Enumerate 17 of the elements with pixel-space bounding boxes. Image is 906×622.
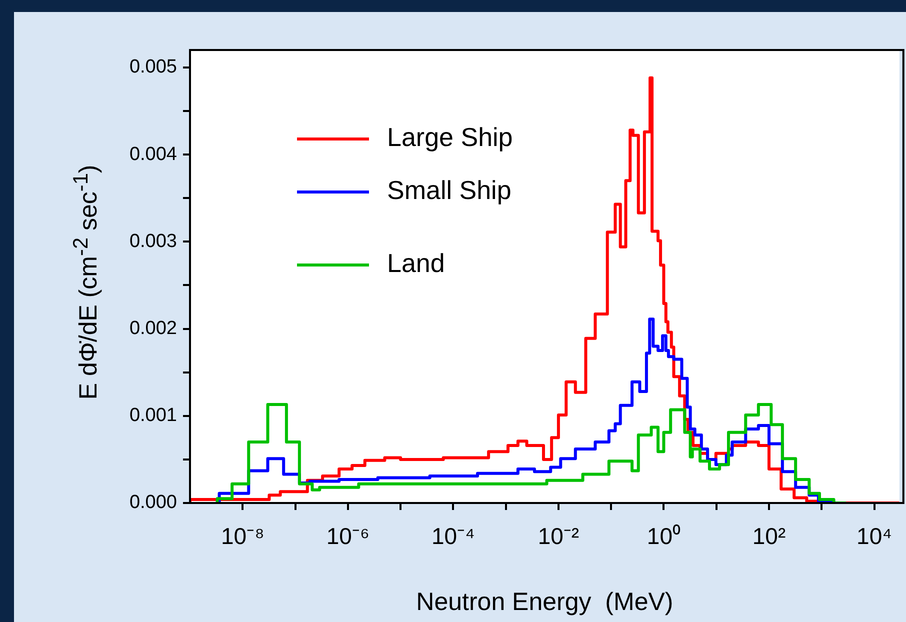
x-tick-label: 10²: [752, 523, 786, 550]
legend-label: Land: [387, 248, 445, 278]
x-axis-title: Neutron Energy (MeV): [416, 588, 674, 616]
x-tick-label: 10⁰: [646, 523, 681, 550]
x-tick-label: 10⁻⁴: [431, 523, 475, 550]
legend-label: Large Ship: [387, 122, 513, 152]
x-tick-label: 10⁻⁶: [326, 523, 370, 550]
y-tick-label: 0.002: [129, 318, 177, 340]
y-tick-label: 0.001: [129, 405, 177, 426]
y-tick-label: 0.003: [129, 230, 177, 252]
x-tick-label: 10⁻²: [538, 523, 580, 550]
x-tick-label: 10⁻⁸: [220, 523, 264, 550]
x-tick-label: 10⁴: [856, 523, 892, 550]
y-tick-label: 0.004: [129, 144, 178, 165]
y-tick-label: 0.000: [129, 492, 177, 514]
legend-label: Small Ship: [387, 175, 512, 206]
y-tick-label: 0.005: [129, 56, 177, 78]
